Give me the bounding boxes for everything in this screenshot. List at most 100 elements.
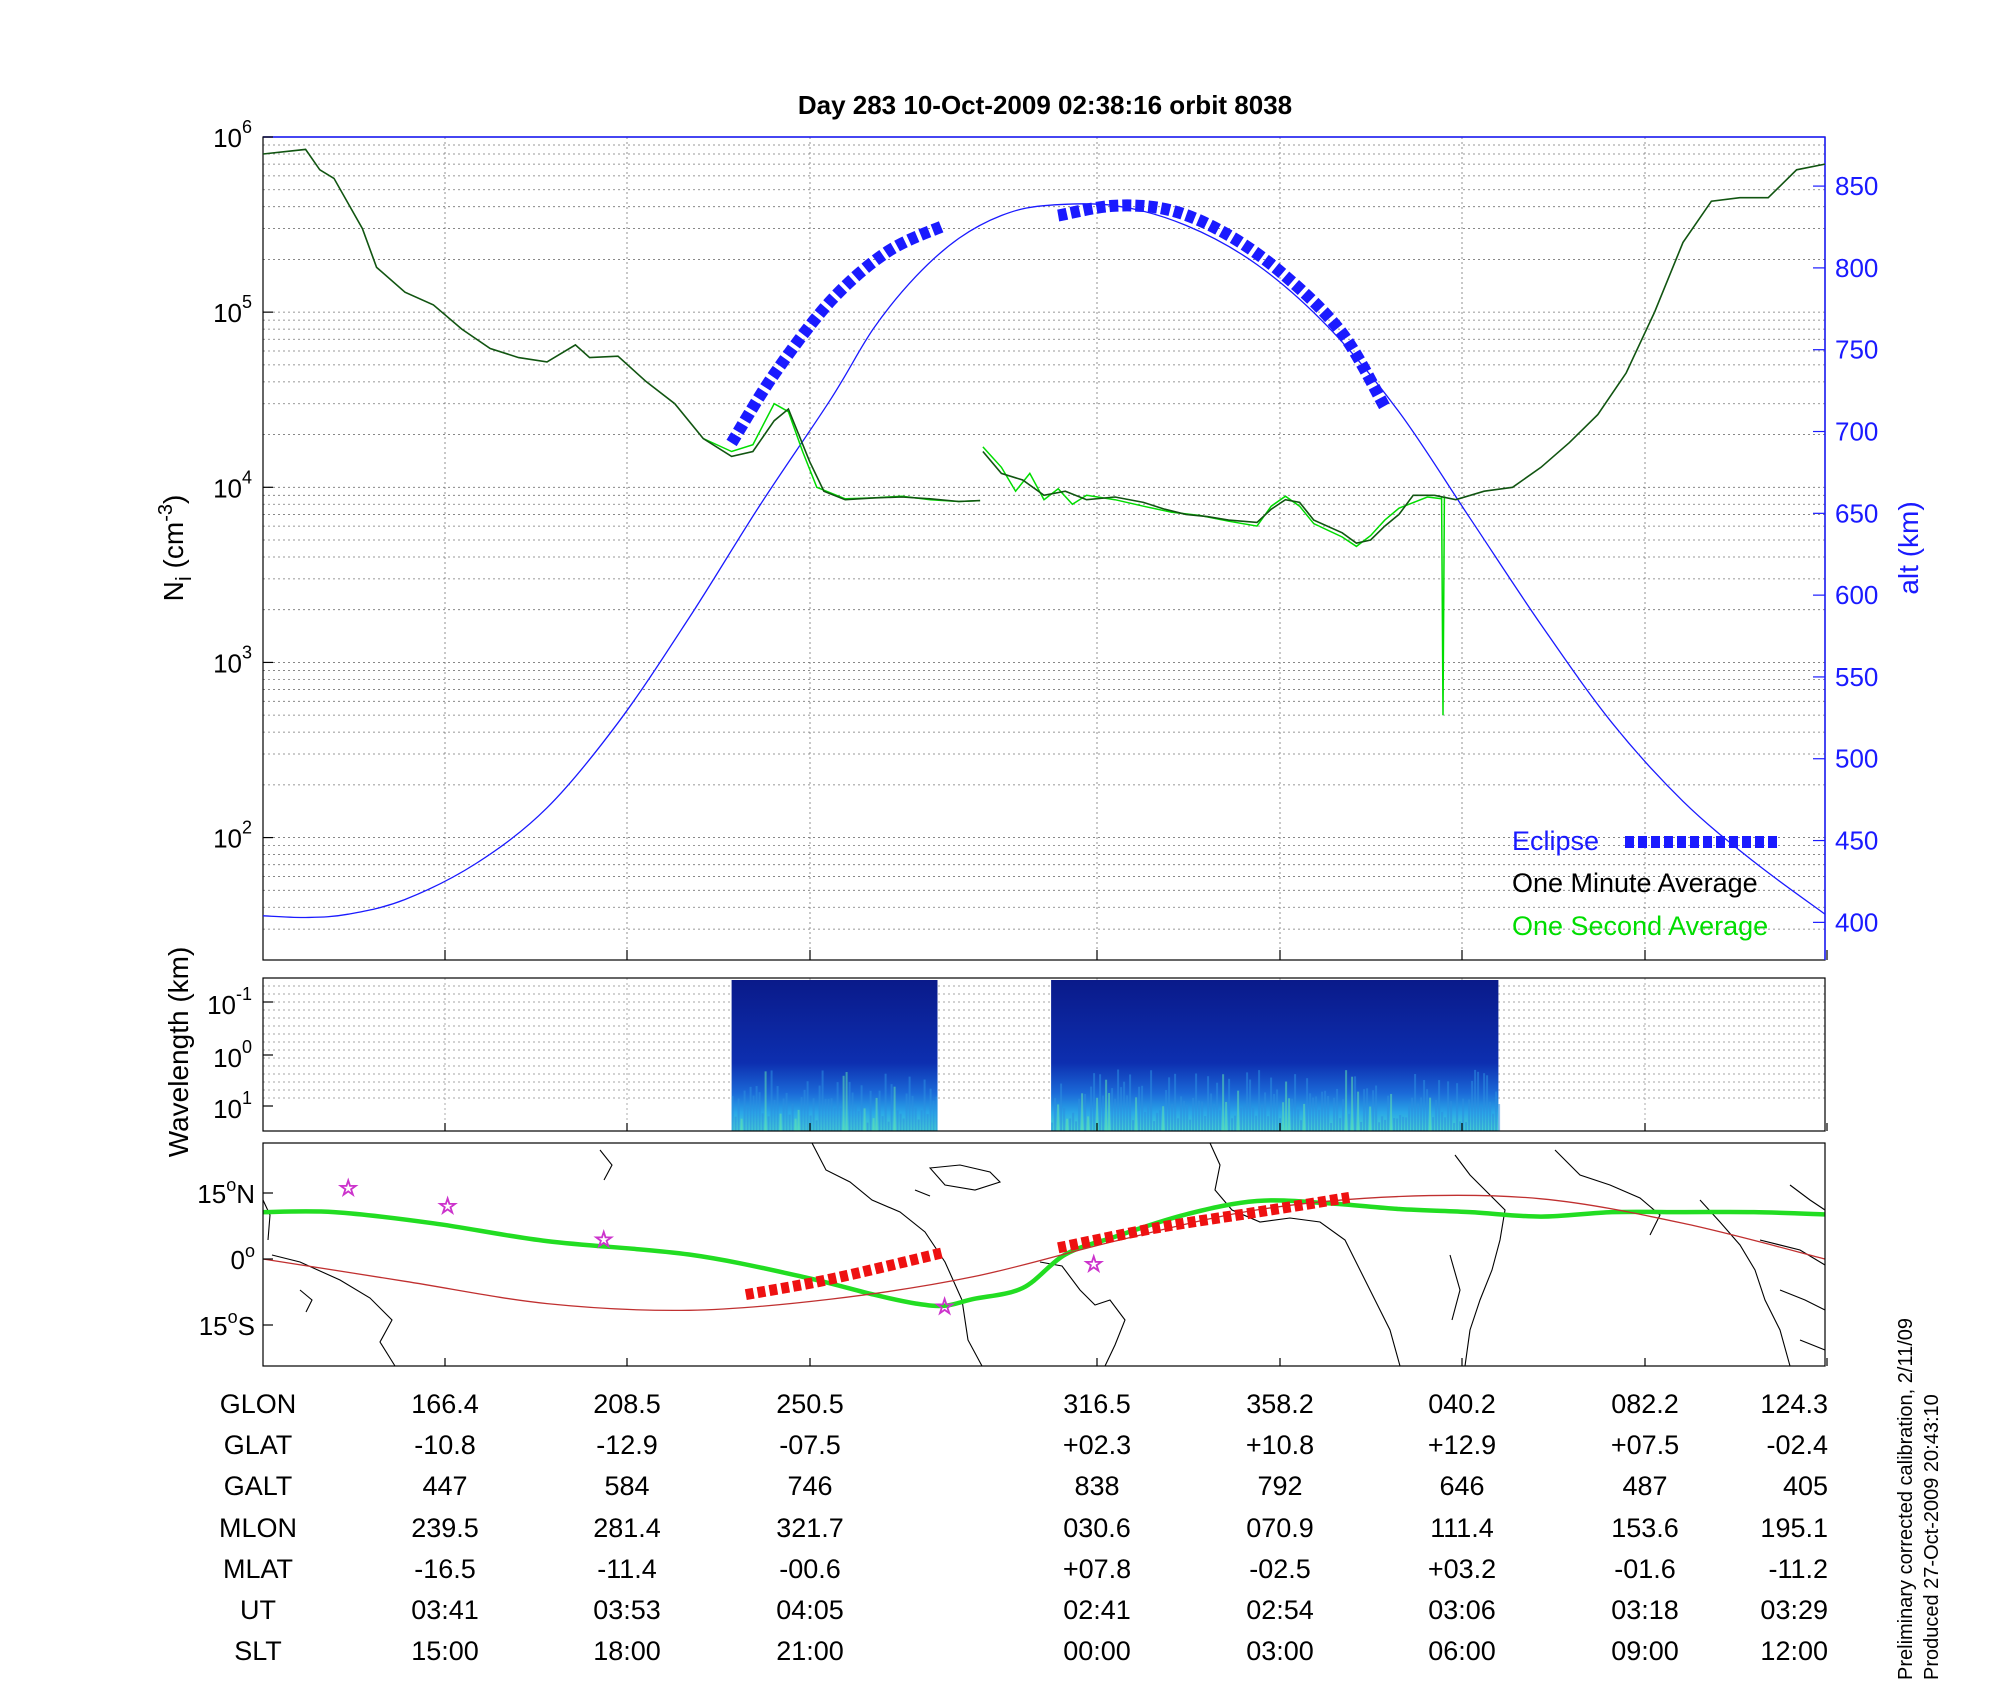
spectrogram-streak (749, 1086, 752, 1131)
table-cell: 405 (1783, 1471, 1828, 1501)
spectrogram-streak (1453, 1122, 1456, 1131)
footnote-line2: Produced 27-Oct-2009 20:43:10 (1921, 1394, 1943, 1680)
spectrogram-streak (911, 1095, 914, 1131)
table-cell: 09:00 (1611, 1636, 1679, 1666)
spectrogram-streak (1231, 1118, 1234, 1131)
one-second-line (982, 446, 1442, 548)
spectrogram-streak (1357, 1091, 1360, 1131)
y-tick-base: 10 (213, 648, 242, 678)
spectrogram-streak (1312, 1097, 1315, 1131)
table-cell: -12.9 (596, 1430, 658, 1460)
alt-tick-label: 700 (1835, 417, 1878, 447)
table-row-label: MLON (219, 1513, 297, 1543)
spectrogram-streak (752, 1095, 755, 1131)
spectrogram-streak (1456, 1083, 1459, 1131)
table-cell: 15:00 (411, 1636, 479, 1666)
y-tick-label: 102 (213, 818, 252, 854)
spectrogram-streak (1309, 1093, 1312, 1131)
spectrogram-streak (833, 1108, 836, 1131)
spectrogram-streak (1459, 1121, 1462, 1131)
spectrogram-streak (1438, 1080, 1441, 1131)
spectrogram-streak (1240, 1107, 1243, 1131)
spectrogram-streak (824, 1098, 827, 1131)
spectrogram-streak (827, 1098, 830, 1131)
spectrogram-streak (1207, 1076, 1210, 1131)
map-eclipse-segment (744, 1246, 946, 1301)
spectrogram-streak (1171, 1104, 1174, 1131)
spectrogram-streak (1429, 1097, 1432, 1131)
legend-eclipse-label: Eclipse (1512, 826, 1599, 856)
spectrogram-streak (1195, 1073, 1198, 1131)
spectrogram-streak (1471, 1080, 1474, 1131)
legend-second-label: One Second Average (1512, 911, 1768, 941)
spectrogram-streak (857, 1111, 860, 1131)
altitude-y-label: alt (km) (1893, 501, 1924, 594)
table-cell: -11.2 (1768, 1554, 1828, 1584)
spectrogram-streak (1102, 1095, 1105, 1131)
table-cell: 03:00 (1246, 1636, 1314, 1666)
spectrogram-streak (1129, 1074, 1132, 1131)
table-cell: -00.6 (779, 1554, 841, 1584)
spectrogram-streak (1219, 1110, 1222, 1131)
magnetic-equator-line (262, 1194, 1826, 1312)
spectrogram-streak (1096, 1097, 1099, 1131)
spectrogram-streak (734, 1116, 737, 1131)
spectrogram-streak (1186, 1104, 1189, 1131)
spectrogram-streak (785, 1092, 788, 1131)
table-cell: 06:00 (1428, 1636, 1496, 1666)
y-tick-base: 10 (213, 824, 242, 854)
spectrogram-streak (788, 1114, 791, 1131)
coastline (1039, 1261, 1126, 1367)
spectrogram-streak (1132, 1120, 1135, 1131)
table-cell: 111.4 (1430, 1513, 1494, 1543)
lat-tick-label: 0o (231, 1241, 255, 1275)
spectrogram-streak (743, 1090, 746, 1131)
table-cell: 646 (1439, 1471, 1484, 1501)
spectrogram-streak (1468, 1099, 1471, 1131)
orbit-table: GLON 166.4 208.5 250.5 316.5 358.2 040.2 082.2 1… (219, 1389, 1828, 1666)
alt-tick-label: 400 (1835, 907, 1878, 937)
y-tick-label: 103 (213, 642, 252, 678)
table-cell: 040.2 (1428, 1389, 1496, 1419)
table-cell: 02:54 (1246, 1595, 1314, 1625)
spectrogram-streak (1465, 1122, 1468, 1131)
table-cell: 447 (422, 1471, 467, 1501)
table-cell: 04:05 (776, 1595, 844, 1625)
density-y-label-exp: -3 (155, 504, 177, 522)
alt-tick-label: 500 (1835, 744, 1878, 774)
spectrogram-streak (893, 1086, 896, 1131)
spectrogram-streak (1363, 1089, 1366, 1131)
lat-hemisphere: S (238, 1311, 255, 1341)
spectrogram-streak (731, 1096, 734, 1131)
table-cell: 124.3 (1760, 1389, 1828, 1419)
spectrogram-streak (794, 1118, 797, 1131)
spectrogram-streak (842, 1075, 845, 1131)
table-cell: 03:29 (1760, 1595, 1828, 1625)
spectrogram-streak (905, 1093, 908, 1131)
spectrogram-streak (1408, 1105, 1411, 1131)
spectrogram-streak (773, 1099, 776, 1131)
one-minute-series (262, 148, 1826, 544)
spectrogram-streak (1300, 1120, 1303, 1131)
spectrogram-streak (1495, 1091, 1498, 1131)
wl-tick-label: 100 (213, 1037, 252, 1073)
spectrogram-streak (1141, 1085, 1144, 1131)
table-cell: -02.4 (1766, 1430, 1828, 1460)
alt-tick-label: 750 (1835, 335, 1878, 365)
star-marker: ☆ (935, 1295, 955, 1320)
spectrogram-streak (902, 1118, 905, 1131)
spectrogram-streak (917, 1119, 920, 1131)
spectrogram-streak (869, 1090, 872, 1131)
coastline (1554, 1149, 1661, 1236)
wavelength-y-label: Wavelength (km) (163, 947, 194, 1158)
spectrogram-streak (1411, 1097, 1414, 1131)
spectrogram-streak (797, 1109, 800, 1131)
spectrogram-streak (1261, 1104, 1264, 1131)
one-second-line (1440, 496, 1446, 716)
table-cell: 03:06 (1428, 1595, 1496, 1625)
altitude-series (262, 203, 1826, 919)
spectrogram-streak (1489, 1101, 1492, 1131)
spectrogram-blocks (731, 980, 1501, 1131)
one-second-line (702, 402, 981, 503)
spectrogram-streak (1213, 1104, 1216, 1131)
